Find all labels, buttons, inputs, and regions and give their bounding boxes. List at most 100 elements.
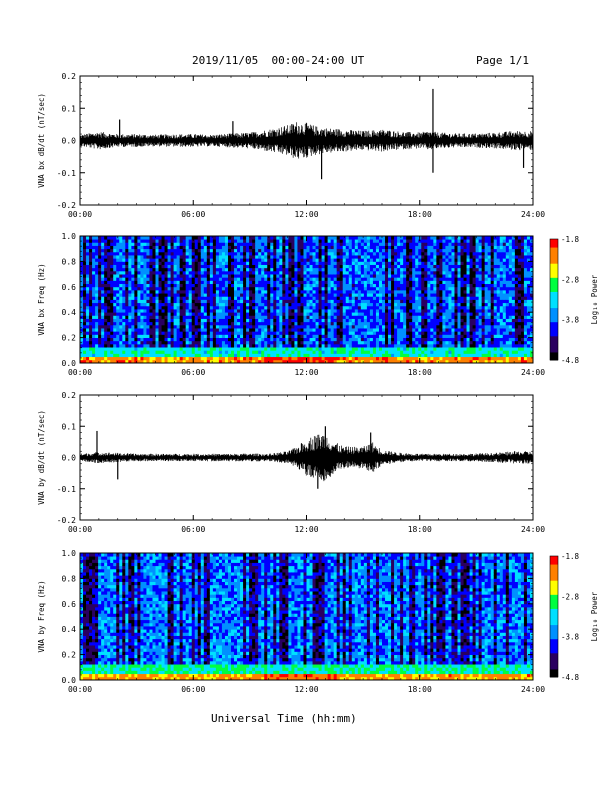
spectrogram-cell [378, 236, 383, 240]
spectrogram-cell [382, 328, 386, 332]
spectrogram-cell [375, 264, 380, 269]
spectrogram-cell [164, 280, 168, 285]
spectrogram-cell [339, 267, 344, 272]
spectrogram-cell [439, 359, 443, 364]
spectrogram-cell [424, 248, 428, 253]
spectrogram-cell [348, 309, 353, 313]
spectrogram-cell [315, 258, 319, 262]
spectrogram-cell [336, 261, 341, 265]
spectrogram-cell [324, 359, 329, 364]
spectrogram-cell [300, 296, 304, 300]
spectrogram-cell [391, 277, 395, 281]
spectrogram-cell [427, 261, 431, 265]
spectrogram-cell [369, 261, 374, 265]
spectrogram-cell [397, 283, 401, 288]
spectrogram-cell [360, 264, 365, 269]
spectrogram-cell [427, 331, 431, 335]
spectrogram-cell [206, 264, 211, 269]
spectrogram-cell [200, 283, 205, 288]
spectrogram-cell [89, 318, 93, 323]
spectrogram-cell [270, 356, 274, 361]
spectrogram-cell [237, 337, 241, 342]
spectrogram-cell [415, 340, 419, 345]
spectrogram-cell [258, 251, 262, 256]
spectrogram-cell [418, 318, 422, 323]
spectrogram-cell [221, 302, 226, 307]
spectrogram-cell [206, 245, 211, 250]
spectrogram-cell [330, 353, 335, 358]
spectrogram-cell [243, 353, 247, 358]
spectrogram-cell [288, 350, 292, 354]
spectrogram-cell [158, 283, 162, 288]
spectrogram-cell [445, 343, 449, 348]
spectrogram-cell [315, 305, 319, 310]
spectrogram-cell [330, 248, 335, 253]
spectrogram-cell [291, 286, 295, 291]
spectrogram-cell [345, 328, 350, 332]
spectrogram-cell [261, 239, 265, 243]
spectrogram-cell [200, 334, 205, 338]
spectrogram-cell [330, 328, 335, 332]
spectrogram-cell [246, 315, 250, 319]
spectrogram-cell [412, 261, 416, 265]
spectrogram-cell [409, 337, 413, 342]
spectrogram-cell [203, 321, 208, 326]
spectrogram-cell [161, 324, 165, 329]
spectrogram-cell [363, 309, 368, 313]
spectrogram-cell [221, 283, 226, 288]
spectrogram-cell [131, 293, 135, 297]
spectrogram-cell [143, 353, 147, 358]
spectrogram-cell [409, 239, 413, 243]
spectrogram-cell [86, 261, 90, 265]
spectrogram-cell [231, 340, 235, 345]
y-tick-label: 0.1 [62, 104, 77, 113]
spectrogram-cell [285, 296, 289, 300]
spectrogram-cell [357, 280, 362, 285]
spectrogram-cell [391, 258, 395, 262]
spectrogram-cell [92, 242, 96, 246]
spectrogram-cell [110, 293, 114, 297]
spectrogram-cell [83, 286, 87, 291]
spectrogram-cell [297, 340, 301, 345]
spectrogram-cell [327, 324, 332, 329]
spectrogram-cell [369, 324, 374, 329]
spectrogram-cell [309, 293, 313, 297]
spectrogram-cell [197, 359, 202, 364]
spectrogram-cell [276, 274, 280, 278]
spectrogram-cell [336, 302, 341, 307]
spectrogram-cell [264, 337, 268, 342]
spectrogram-cell [345, 315, 350, 319]
spectrogram-cell [388, 264, 392, 269]
spectrogram-cell [427, 289, 431, 294]
spectrogram-cell [363, 340, 368, 345]
spectrogram-cell [249, 264, 253, 269]
spectrogram-cell [315, 289, 319, 294]
spectrogram-cell [276, 289, 280, 294]
spectrogram-cell [297, 347, 301, 351]
spectrogram-cell [164, 318, 168, 323]
spectrogram-cell [400, 309, 404, 313]
spectrogram-cell [146, 245, 150, 250]
spectrogram-cell [357, 251, 362, 256]
spectrogram-cell [412, 245, 416, 250]
spectrogram-cell [170, 293, 175, 297]
spectrogram-cell [243, 239, 247, 243]
spectrogram-cell [243, 264, 247, 269]
spectrogram-cell [234, 248, 238, 253]
spectrogram-cell [179, 312, 184, 316]
spectrogram-cell [354, 286, 359, 291]
spectrogram-cell [267, 350, 271, 354]
spectrogram-cell [442, 239, 446, 243]
spectrogram-cell [439, 274, 443, 278]
spectrogram-cell [291, 347, 295, 351]
spectrogram-cell [345, 302, 350, 307]
spectrogram-cell [131, 270, 135, 275]
spectrogram-cell [218, 283, 223, 288]
spectrogram-cell [86, 347, 90, 351]
spectrogram-cell [104, 267, 108, 272]
spectrogram-cell [354, 277, 359, 281]
spectrogram-cell [146, 242, 150, 246]
spectrogram-cell [336, 248, 341, 253]
spectrogram-cell [327, 337, 332, 342]
